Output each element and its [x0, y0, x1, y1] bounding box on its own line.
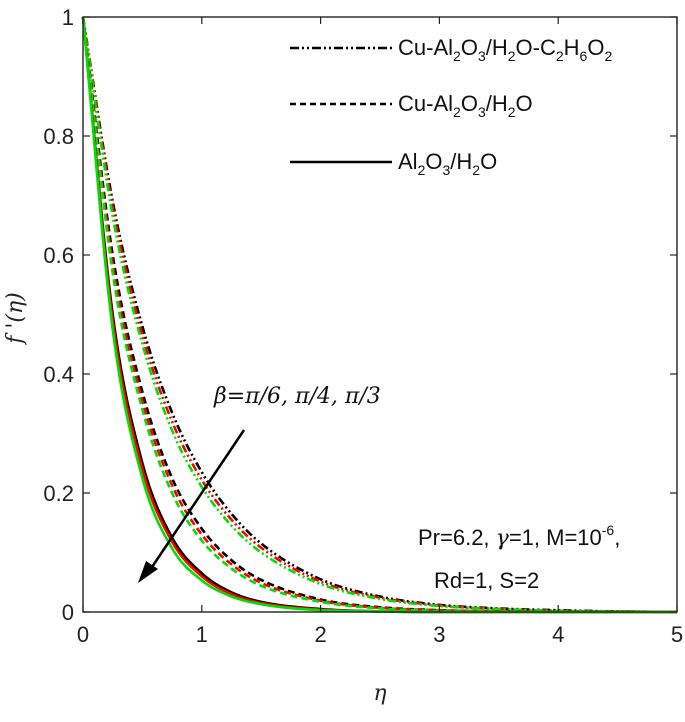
series-line-dashdot: [81, 16, 678, 614]
legend-entry-cu-al2o3-h2o-c2h6o2: Cu-Al2O3/H2O-C2H6O2: [398, 35, 612, 64]
axes-box: [82, 16, 678, 613]
plot-lines: [81, 16, 678, 614]
series-line-solid: [81, 16, 677, 614]
y-axis-label: f '(η): [3, 292, 28, 346]
series-line-dashdot: [81, 16, 678, 614]
x-tick-label: 2: [314, 622, 326, 647]
x-axis-label: η: [373, 681, 386, 706]
x-tick-label: 3: [433, 622, 445, 647]
x-tick-label: 5: [671, 622, 683, 647]
series-line-dashdot: [81, 16, 678, 614]
y-tick-label: 0: [62, 600, 74, 625]
y-tick-label: 0.2: [43, 481, 74, 506]
legend: Cu-Al2O3/H2O-C2H6O2 Cu-Al2O3/H2O Al2O3/H…: [290, 35, 612, 178]
series-line-dashed: [81, 16, 677, 614]
beta-arrow-head: [138, 561, 158, 583]
series-line-solid: [81, 16, 677, 614]
beta-annotation: β=π/6, π/4, π/3: [213, 384, 381, 409]
y-tick-label: 1: [62, 5, 74, 30]
series-line-dashed: [81, 16, 677, 614]
params-annotation-line1: Pr=6.2, γ=1, M=10-6,: [418, 522, 620, 551]
params-annotation-line2: Rd=1, S=2: [434, 568, 539, 593]
y-tick-label: 0.4: [43, 362, 74, 387]
y-tick-label: 0.6: [43, 243, 74, 268]
ticks: 0 1 2 3 4 5 0 0.2 0.4 0.6 0.8 1: [43, 5, 683, 647]
y-tick-label: 0.8: [43, 124, 74, 149]
x-tick-label: 0: [77, 622, 89, 647]
legend-entry-cu-al2o3-h2o: Cu-Al2O3/H2O: [398, 91, 533, 120]
series-line-solid: [81, 16, 677, 614]
beta-arrow-shaft: [148, 429, 246, 571]
legend-entry-al2o3-h2o: Al2O3/H2O: [398, 149, 497, 178]
x-tick-label: 1: [196, 622, 208, 647]
series-line-dashed: [81, 16, 677, 614]
x-tick-label: 4: [552, 622, 564, 647]
